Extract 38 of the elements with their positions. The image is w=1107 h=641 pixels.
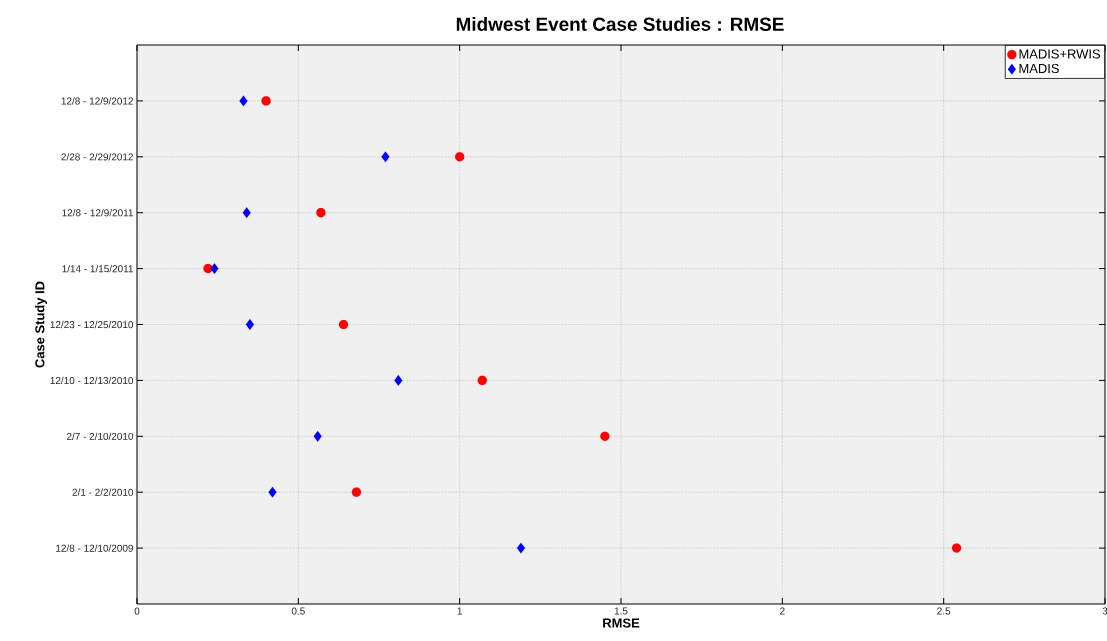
point [313,430,322,442]
y-tick-label: 12/23 - 12/25/2010 [50,320,134,329]
x-tick-label: 1 [457,607,462,615]
x-tick-label: 1.5 [614,607,628,615]
x-axis-title: RMSE [603,618,640,628]
point [600,431,610,441]
point [316,208,326,218]
point [455,152,465,162]
x-tick-label: 2 [780,607,785,615]
y-tick-label: 12/8 - 12/9/2011 [62,209,133,217]
point [261,96,271,106]
y-tick-label: 2/1 - 2/2/2010 [72,488,134,496]
y-tick-label: 12/8 - 12/9/2012 [61,97,133,105]
point [242,207,251,219]
y-axis-title: Case Study ID [34,281,47,368]
point [951,543,962,553]
point [394,374,403,386]
y-tick-label: 2/28 - 2/29/2012 [61,153,133,161]
point [381,151,390,163]
x-tick-label: 2.5 [937,607,951,615]
y-tick-label: 12/10 - 12/13/2010 [50,376,134,385]
y-tick-label: 1/14 - 1/15/2011 [62,264,133,273]
point [351,487,362,497]
x-tick-label: 0 [134,607,140,615]
legend-label: MADIS [1019,63,1059,74]
point [516,542,526,554]
point [477,375,487,386]
y-tick-label: 2/7 - 2/10/2010 [66,432,134,440]
x-tick-label: 3 [1102,607,1107,615]
point [210,263,219,275]
point [268,486,277,498]
point [245,319,255,330]
chart-title: Midwest Event Case Studies : RMSE [456,17,784,31]
point [239,95,248,107]
y-tick-label: 12/8 - 12/10/2009 [56,544,133,552]
point [338,319,349,330]
legend-label: MADIS+RWIS [1019,49,1101,59]
x-tick-label: 0.5 [291,607,305,615]
